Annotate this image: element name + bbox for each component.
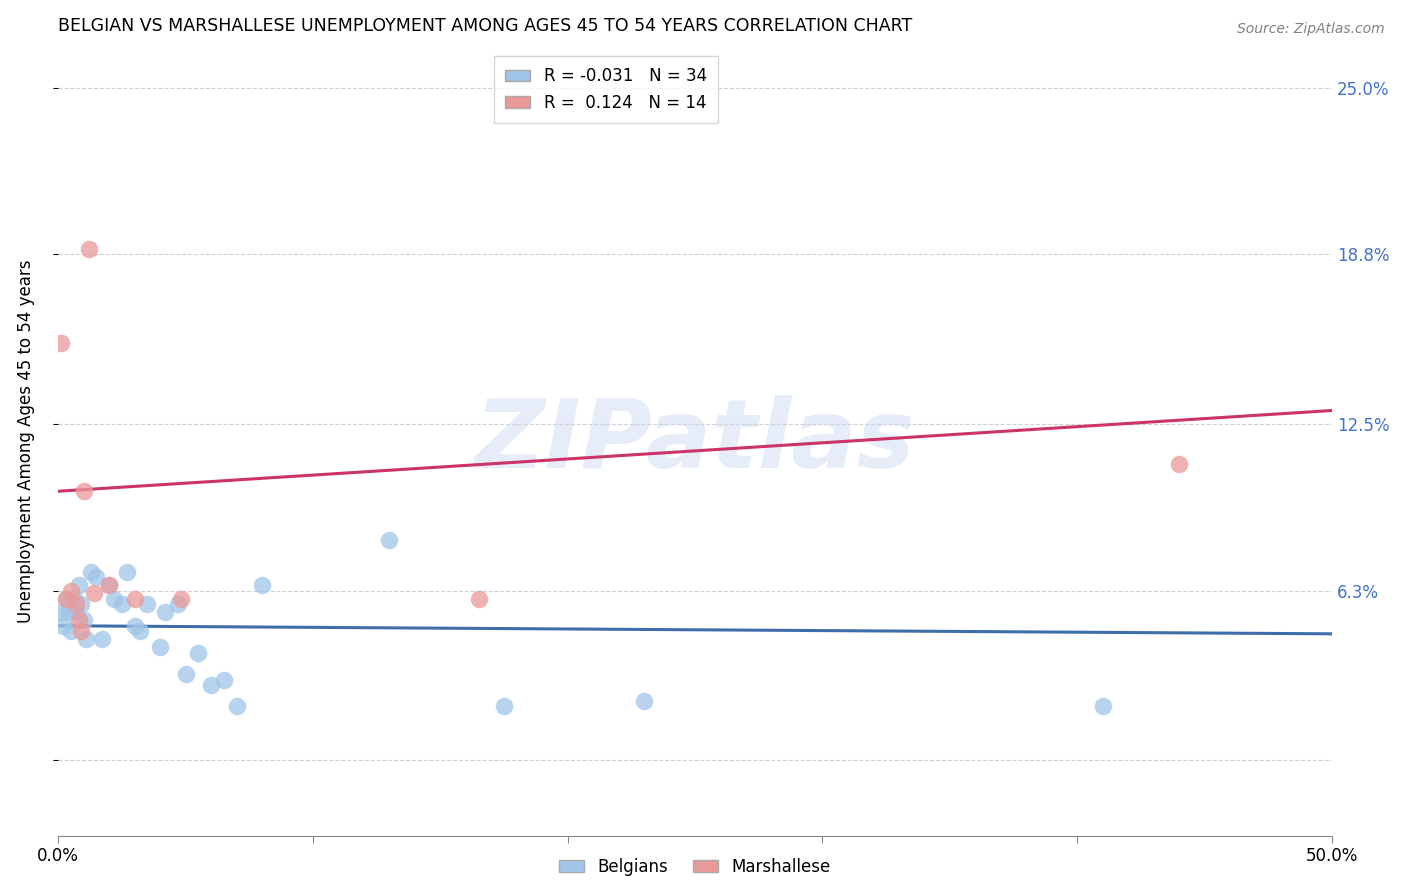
Point [111, 597, 134, 611]
Point [58, 605, 80, 619]
Point [67, 613, 90, 627]
Point [49, 336, 72, 351]
Point [155, 605, 177, 619]
Point [73, 613, 96, 627]
Point [1168, 458, 1191, 472]
Point [77, 242, 100, 256]
Point [73, 484, 96, 499]
Point [169, 591, 191, 606]
Point [98, 578, 121, 592]
Point [633, 694, 655, 708]
Point [467, 591, 489, 606]
Point [115, 565, 138, 579]
Point [1091, 699, 1114, 714]
Point [60, 583, 83, 598]
Point [70, 624, 93, 639]
Point [98, 578, 121, 592]
Point [167, 597, 190, 611]
Point [250, 578, 273, 592]
Point [80, 565, 103, 579]
Point [65, 605, 87, 619]
Point [378, 533, 401, 547]
Point [225, 699, 247, 714]
Point [124, 619, 146, 633]
Point [60, 624, 83, 639]
Point [149, 640, 172, 655]
Point [55, 591, 77, 606]
Point [492, 699, 515, 714]
Point [52, 619, 75, 633]
Point [86, 570, 108, 584]
Point [128, 624, 150, 639]
Point [103, 591, 125, 606]
Point [67, 578, 90, 592]
Point [83, 586, 105, 600]
Text: Source: ZipAtlas.com: Source: ZipAtlas.com [1237, 22, 1385, 37]
Legend: Belgians, Marshallese: Belgians, Marshallese [553, 851, 838, 882]
Point [174, 667, 197, 681]
Point [124, 591, 146, 606]
Point [55, 591, 77, 606]
Point [90, 632, 112, 647]
Point [65, 597, 87, 611]
Point [49, 605, 72, 619]
Point [212, 673, 235, 687]
Point [187, 646, 209, 660]
Text: ZIPatlas: ZIPatlas [475, 395, 915, 488]
Point [62, 591, 84, 606]
Point [136, 597, 159, 611]
Y-axis label: Unemployment Among Ages 45 to 54 years: Unemployment Among Ages 45 to 54 years [17, 260, 35, 624]
Point [75, 632, 97, 647]
Point [200, 678, 222, 692]
Point [70, 597, 93, 611]
Text: BELGIAN VS MARSHALLESE UNEMPLOYMENT AMONG AGES 45 TO 54 YEARS CORRELATION CHART: BELGIAN VS MARSHALLESE UNEMPLOYMENT AMON… [58, 17, 912, 35]
